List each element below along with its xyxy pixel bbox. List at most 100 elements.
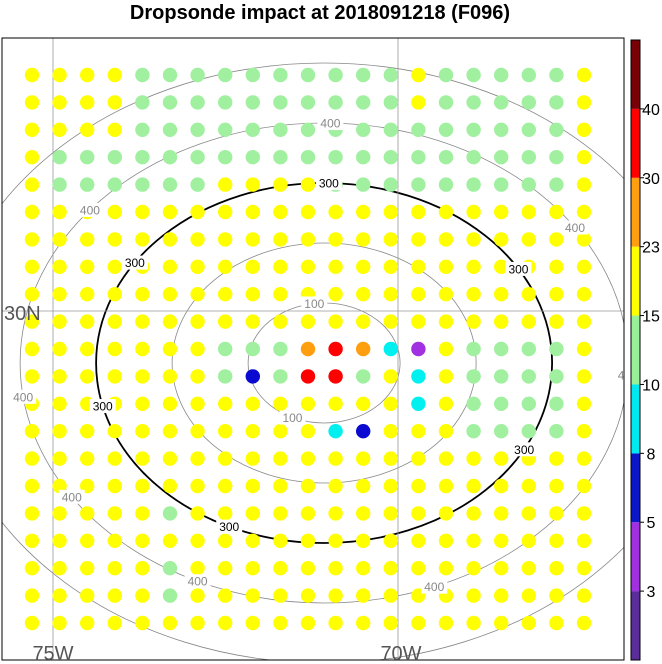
impact-dot bbox=[438, 341, 454, 357]
impact-dot bbox=[466, 150, 481, 165]
impact-dot bbox=[80, 177, 95, 192]
lon-label-70w: 70W bbox=[380, 643, 421, 664]
impact-dot bbox=[494, 67, 509, 83]
impact-dot bbox=[190, 287, 205, 302]
impact-dot bbox=[52, 122, 67, 137]
impact-dot bbox=[576, 341, 592, 357]
impact-dot bbox=[190, 95, 205, 110]
impact-dot bbox=[24, 67, 40, 83]
impact-dot bbox=[383, 588, 398, 603]
impact-dot bbox=[80, 95, 95, 110]
impact-dot bbox=[107, 451, 123, 466]
impact-dot bbox=[411, 287, 426, 302]
impact-dot bbox=[411, 259, 426, 274]
plot-frame bbox=[1, 37, 625, 661]
impact-dot bbox=[328, 95, 343, 110]
impact-dot bbox=[162, 314, 178, 329]
impact-dot bbox=[52, 478, 67, 494]
impact-dot bbox=[576, 232, 592, 247]
ring-label-400: 400 bbox=[62, 490, 82, 504]
plot-area: 100 100 300 300 300 300 300 300 400 400 400 400 400 4… bbox=[2, 38, 624, 660]
impact-dot bbox=[576, 533, 592, 548]
impact-dot bbox=[494, 177, 509, 192]
impact-dot bbox=[494, 232, 509, 247]
impact-dot bbox=[549, 451, 564, 466]
impact-dot bbox=[162, 122, 178, 137]
impact-dot bbox=[521, 232, 536, 247]
ring-label-bg bbox=[216, 519, 243, 534]
impact-dot bbox=[24, 259, 40, 274]
impact-dot bbox=[190, 506, 205, 521]
impact-dot bbox=[438, 232, 454, 247]
colorbar-segment bbox=[631, 177, 640, 247]
impact-dot bbox=[356, 122, 371, 137]
colorbar-segment bbox=[631, 108, 640, 178]
ring-label-400: 400 bbox=[565, 221, 585, 235]
colorbar-tick-label: 40 bbox=[642, 102, 660, 119]
impact-dot bbox=[383, 67, 398, 83]
impact-dot bbox=[466, 95, 481, 110]
impact-dot bbox=[245, 259, 260, 274]
impact-dot bbox=[411, 204, 426, 220]
impact-dot bbox=[466, 67, 481, 83]
impact-dot bbox=[218, 67, 233, 83]
colorbar-tick-label: 30 bbox=[642, 171, 660, 188]
impact-dot bbox=[466, 506, 481, 521]
impact-dot bbox=[466, 424, 481, 439]
ring-label-400: 400 bbox=[188, 575, 208, 589]
impact-dot bbox=[162, 533, 178, 548]
impact-dot bbox=[300, 369, 316, 384]
impact-dot bbox=[245, 95, 260, 110]
impact-dot bbox=[549, 396, 564, 411]
impact-dot bbox=[218, 615, 233, 631]
impact-dot bbox=[438, 122, 454, 137]
impact-dot bbox=[300, 424, 316, 439]
colorbar-tick-label: 10 bbox=[642, 377, 660, 394]
impact-dot bbox=[80, 150, 95, 165]
impact-dot bbox=[245, 533, 260, 548]
impact-dot bbox=[300, 588, 316, 603]
impact-dot bbox=[273, 122, 288, 137]
impact-dot bbox=[24, 232, 40, 247]
impact-dot bbox=[80, 533, 95, 548]
impact-dot bbox=[549, 177, 564, 192]
impact-dot bbox=[80, 259, 95, 274]
impact-dot bbox=[273, 588, 288, 603]
impact-dot bbox=[576, 588, 592, 603]
impact-dot bbox=[466, 177, 481, 192]
impact-dot bbox=[80, 232, 95, 247]
impact-dot bbox=[521, 506, 536, 521]
impact-dot bbox=[549, 561, 564, 576]
impact-dot bbox=[466, 259, 481, 274]
impact-dot bbox=[80, 561, 95, 576]
impact-dot bbox=[383, 232, 398, 247]
impact-dot bbox=[300, 150, 316, 165]
impact-dot bbox=[494, 150, 509, 165]
impact-dot bbox=[24, 561, 40, 576]
impact-dot bbox=[218, 478, 233, 494]
impact-dot bbox=[521, 95, 536, 110]
impact-dot bbox=[438, 67, 454, 83]
impact-dot bbox=[218, 561, 233, 576]
impact-dot bbox=[356, 150, 371, 165]
impact-dot bbox=[107, 287, 123, 302]
impact-dot bbox=[521, 615, 536, 631]
impact-dot bbox=[135, 533, 150, 548]
impact-dot bbox=[218, 506, 233, 521]
impact-dot bbox=[466, 478, 481, 494]
impact-dot bbox=[356, 259, 371, 274]
impact-dot bbox=[328, 424, 343, 439]
impact-dot bbox=[135, 615, 150, 631]
impact-dot bbox=[24, 615, 40, 631]
impact-dot bbox=[52, 506, 67, 521]
impact-dot bbox=[356, 533, 371, 548]
impact-dot bbox=[328, 369, 343, 384]
impact-dot bbox=[245, 314, 260, 329]
impact-dot bbox=[245, 561, 260, 576]
impact-dot bbox=[494, 424, 509, 439]
impact-dot bbox=[190, 533, 205, 548]
impact-dot bbox=[549, 341, 564, 357]
impact-dot bbox=[52, 369, 67, 384]
ring-label-bg bbox=[58, 489, 85, 504]
